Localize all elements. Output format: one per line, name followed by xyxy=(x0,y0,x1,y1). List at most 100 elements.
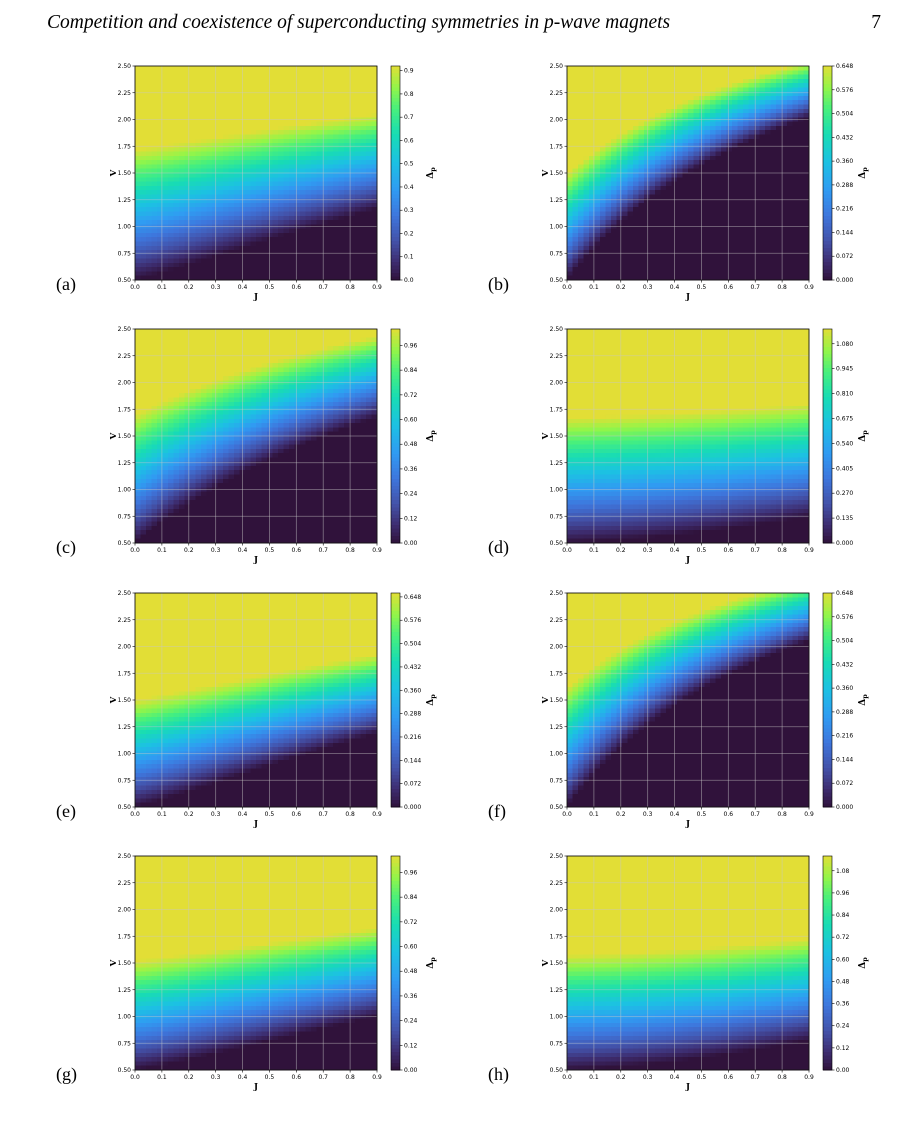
heatmap-cell xyxy=(256,83,263,88)
heatmap-cell xyxy=(666,258,673,264)
heatmap-cell xyxy=(338,164,345,170)
heatmap-cell xyxy=(140,525,147,531)
heatmap-cell xyxy=(360,91,367,97)
heatmap-cell xyxy=(316,215,323,221)
heatmap-cell xyxy=(294,151,301,157)
heatmap-cell xyxy=(732,241,739,247)
heatmap-cell xyxy=(206,258,213,264)
heatmap-cell xyxy=(611,185,618,191)
heatmap-cell xyxy=(578,254,585,260)
heatmap-cell xyxy=(721,100,728,106)
heatmap-cell xyxy=(327,160,334,166)
heatmap-cell xyxy=(666,147,673,153)
heatmap-cell xyxy=(157,134,164,140)
colorbar-band xyxy=(391,219,400,224)
heatmap-cell xyxy=(294,237,301,243)
heatmap-cell xyxy=(168,160,175,166)
heatmap-cell xyxy=(261,66,268,71)
heatmap-cell xyxy=(201,78,208,84)
heatmap-cell xyxy=(294,262,301,268)
heatmap-cell xyxy=(245,194,252,200)
heatmap-cell xyxy=(333,87,340,93)
heatmap-cell xyxy=(140,371,147,377)
heatmap-cell xyxy=(699,147,706,153)
heatmap-cell xyxy=(327,202,334,208)
colorbar-band xyxy=(823,244,832,249)
heatmap-cell xyxy=(710,181,717,187)
heatmap-cell xyxy=(333,66,340,71)
heatmap-cell xyxy=(201,104,208,110)
heatmap-cell xyxy=(140,78,147,84)
heatmap-cell xyxy=(184,250,191,255)
heatmap-cell xyxy=(289,130,296,136)
heatmap-cell xyxy=(787,100,794,106)
heatmap-cell xyxy=(792,262,799,268)
heatmap-cell xyxy=(294,232,301,238)
heatmap-cell xyxy=(140,164,147,170)
heatmap-cell xyxy=(644,95,651,101)
heatmap-cell xyxy=(355,262,362,268)
heatmap-cell xyxy=(600,108,607,114)
heatmap-cell xyxy=(715,108,722,114)
heatmap-cell xyxy=(748,198,755,204)
heatmap-cell xyxy=(333,151,340,157)
heatmap-cell xyxy=(184,83,191,88)
heatmap-cell xyxy=(261,121,268,127)
heatmap-cell xyxy=(184,254,191,260)
heatmap-cell xyxy=(206,254,213,260)
heatmap-cell xyxy=(267,151,274,157)
heatmap-cell xyxy=(261,87,268,93)
heatmap-cell xyxy=(250,190,257,195)
heatmap-cell xyxy=(737,87,744,93)
heatmap-cell xyxy=(622,258,629,264)
heatmap-cell xyxy=(682,100,689,106)
heatmap-cell xyxy=(140,220,147,225)
heatmap-cell xyxy=(184,241,191,247)
heatmap-cell xyxy=(792,185,799,191)
heatmap-cell xyxy=(256,125,263,131)
heatmap-cell xyxy=(622,241,629,247)
heatmap-cell xyxy=(776,215,783,221)
heatmap-cell xyxy=(600,177,607,183)
heatmap-cell xyxy=(759,83,766,88)
heatmap-cell xyxy=(798,160,805,166)
heatmap-cell xyxy=(715,138,722,144)
heatmap-cell xyxy=(787,164,794,170)
heatmap-cell xyxy=(572,108,579,114)
heatmap-cell xyxy=(578,87,585,93)
heatmap-cell xyxy=(366,83,373,88)
heatmap-cell xyxy=(594,160,601,166)
heatmap-cell xyxy=(283,125,290,131)
heatmap-cell xyxy=(622,198,629,204)
heatmap-cell xyxy=(759,215,766,221)
heatmap-cell xyxy=(234,173,241,178)
heatmap-cell xyxy=(781,151,788,157)
heatmap-cell xyxy=(770,66,777,71)
heatmap-cell xyxy=(622,267,629,273)
heatmap-cell xyxy=(693,70,700,76)
heatmap-cell xyxy=(660,245,667,251)
heatmap-cell xyxy=(228,147,235,153)
heatmap-cell xyxy=(146,100,153,106)
heatmap-cell xyxy=(349,194,356,200)
heatmap-cell xyxy=(605,267,612,273)
heatmap-cell xyxy=(261,185,268,191)
heatmap-cell xyxy=(371,202,378,208)
heatmap-cell xyxy=(322,78,329,84)
heatmap-cell xyxy=(234,275,241,281)
heatmap-cell xyxy=(261,168,268,174)
heatmap-cell xyxy=(688,66,695,71)
heatmap-cell xyxy=(151,337,158,343)
heatmap-cell xyxy=(283,245,290,251)
heatmap-cell xyxy=(704,262,711,268)
heatmap-cell xyxy=(217,198,224,204)
heatmap-cell xyxy=(184,207,191,213)
heatmap-cell xyxy=(754,125,761,131)
heatmap-cell xyxy=(594,95,601,101)
heatmap-cell xyxy=(748,207,755,213)
heatmap-cell xyxy=(305,198,312,204)
heatmap-cell xyxy=(190,262,197,268)
heatmap-cell xyxy=(781,181,788,187)
heatmap-cell xyxy=(798,78,805,84)
heatmap-cell xyxy=(234,220,241,225)
